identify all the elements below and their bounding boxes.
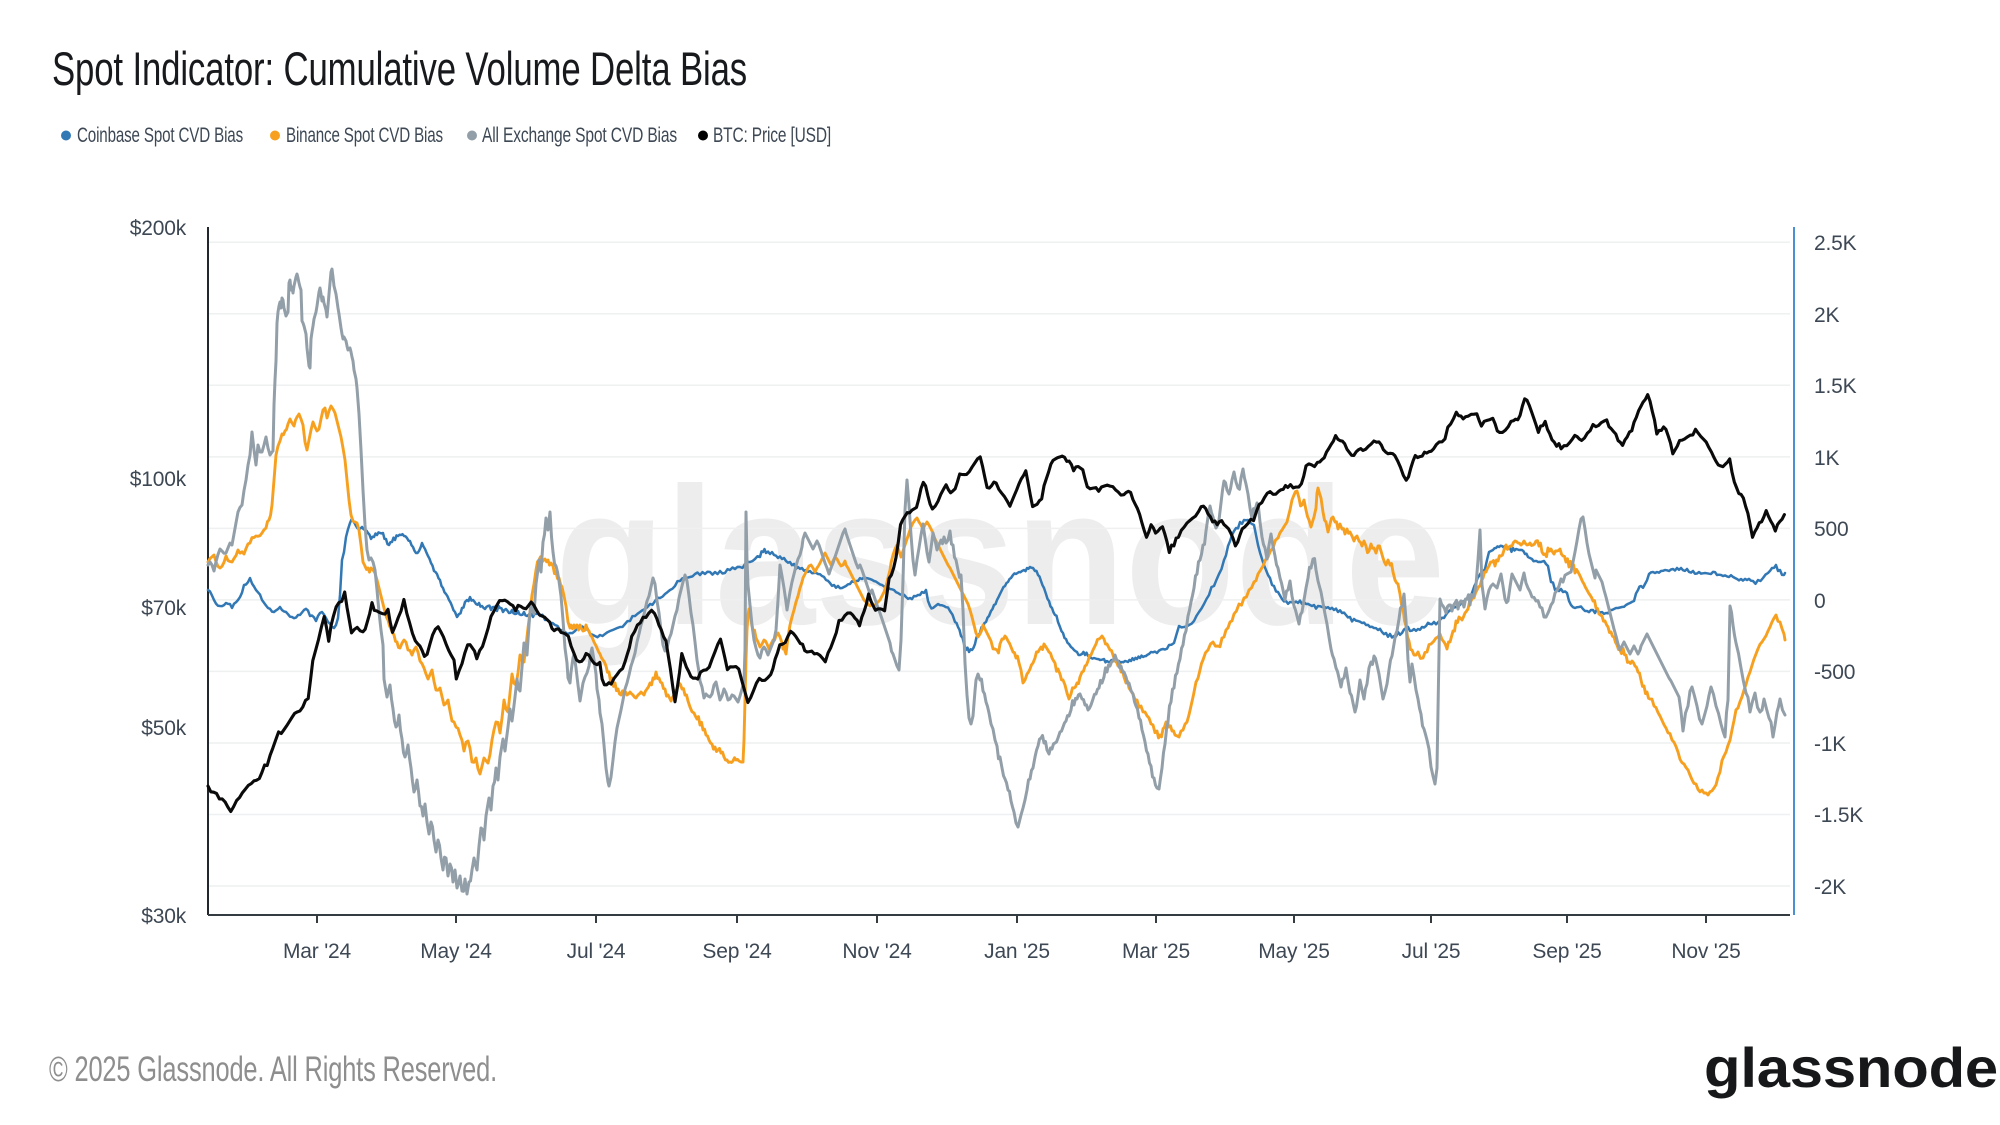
svg-text:-1K: -1K [1814,733,1846,756]
svg-text:-500: -500 [1814,661,1855,684]
svg-text:Mar '24: Mar '24 [283,940,351,963]
svg-text:Jul '25: Jul '25 [1402,940,1461,963]
svg-text:glassnode: glassnode [1704,1036,1998,1099]
svg-text:$100k: $100k [130,468,187,491]
svg-text:Jul '24: Jul '24 [567,940,626,963]
svg-text:2.5K: 2.5K [1814,232,1857,255]
svg-text:$70k: $70k [141,597,186,620]
svg-text:1K: 1K [1814,447,1839,470]
svg-text:$200k: $200k [130,217,187,240]
svg-text:-2K: -2K [1814,876,1846,899]
svg-text:-1.5K: -1.5K [1814,804,1863,827]
svg-text:Mar '25: Mar '25 [1122,940,1190,963]
svg-text:1.5K: 1.5K [1814,375,1857,398]
svg-text:500: 500 [1814,518,1848,541]
svg-text:May '25: May '25 [1258,940,1329,963]
svg-text:Binance Spot CVD Bias: Binance Spot CVD Bias [286,124,443,147]
svg-text:Jan '25: Jan '25 [984,940,1050,963]
svg-text:All Exchange Spot CVD Bias: All Exchange Spot CVD Bias [482,124,677,147]
svg-text:glassnode: glassnode [555,447,1445,666]
svg-text:Spot Indicator: Cumulative Vol: Spot Indicator: Cumulative Volume Delta … [52,42,747,95]
svg-text:Coinbase Spot CVD Bias: Coinbase Spot CVD Bias [77,124,243,147]
svg-text:May '24: May '24 [420,940,492,963]
svg-text:2K: 2K [1814,304,1839,327]
svg-text:$30k: $30k [141,905,186,928]
svg-text:Nov '24: Nov '24 [842,940,912,963]
svg-text:0: 0 [1814,590,1825,613]
svg-text:Sep '24: Sep '24 [702,940,772,963]
svg-text:BTC: Price [USD]: BTC: Price [USD] [713,124,831,147]
svg-text:Nov '25: Nov '25 [1671,940,1740,963]
svg-text:$50k: $50k [141,717,186,740]
svg-text:© 2025 Glassnode. All Rights R: © 2025 Glassnode. All Rights Reserved. [49,1050,497,1089]
svg-text:Sep '25: Sep '25 [1532,940,1601,963]
